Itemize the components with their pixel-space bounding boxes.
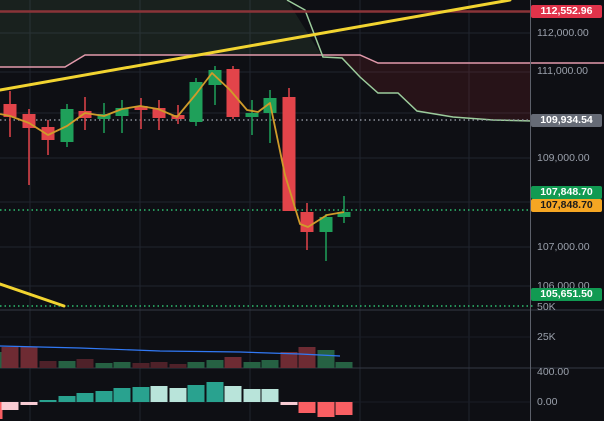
delta-bar (0, 402, 3, 419)
delta-bar (243, 389, 261, 402)
axis-label: 107,000.00 (537, 241, 590, 253)
volume-bar (1, 347, 19, 368)
yellow-trendline[interactable] (0, 0, 512, 92)
candle-body-up (189, 82, 203, 122)
delta-bar (187, 385, 205, 402)
volume-bar (169, 364, 187, 368)
delta-bar (132, 387, 150, 402)
level-badge-green: 105,651.50 (531, 288, 602, 301)
volume-bar (39, 361, 57, 368)
axis-label: 0.00 (537, 396, 558, 408)
volume-bar (298, 347, 316, 368)
delta-bar (298, 402, 316, 413)
volume-bar (187, 362, 205, 368)
candle-body-up (115, 108, 129, 116)
last-price-badge-green: 107,848.70 (531, 186, 602, 199)
candle-body-down (300, 212, 314, 232)
delta-bar (280, 402, 298, 405)
delta-bar (150, 386, 168, 402)
axis-label: 50K (537, 301, 556, 313)
volume-bar (132, 363, 150, 368)
candle-body-up (319, 217, 333, 232)
volume-bar (113, 362, 131, 368)
axis-label: 400.00 (537, 366, 570, 378)
cloud-green-fill (0, 0, 322, 67)
orange-ma-line (0, 72, 345, 228)
volume-bar (280, 352, 298, 368)
axis-label: 111,000.00 (537, 65, 588, 77)
cloud-green-line (286, 0, 534, 122)
delta-bar (58, 396, 76, 402)
volume-bar (243, 362, 261, 368)
delta-bar (39, 400, 57, 402)
candle-body-up (337, 212, 351, 217)
delta-bar (20, 402, 38, 405)
delta-bar (206, 382, 224, 402)
yellow-trendline[interactable] (0, 282, 66, 308)
volume-bar (58, 361, 76, 368)
price-axis[interactable]: 112,000.00 111,000.00 109,000.00 107,000.00… (530, 0, 604, 421)
volume-bar (206, 360, 224, 368)
volume-bar (20, 347, 38, 368)
axis-label: 112,000.00 (537, 27, 589, 39)
volume-bar (261, 360, 279, 368)
volume-bar (224, 357, 242, 368)
candle-body-down (41, 127, 55, 140)
candle-body-up (208, 70, 222, 85)
candle-body-up (245, 113, 259, 117)
delta-bar (1, 402, 19, 410)
candle-body-down (152, 108, 166, 118)
delta-bar (224, 386, 242, 402)
candle-body-down (134, 106, 148, 110)
delta-bar (261, 389, 279, 402)
volume-bar (76, 359, 94, 368)
delta-bar (113, 388, 131, 402)
volume-bar (150, 362, 168, 368)
alert-badge-orange: 107,848.70 (531, 199, 602, 212)
delta-bar (76, 393, 94, 402)
volume-bar (335, 362, 353, 368)
delta-bar (335, 402, 353, 415)
volume-bar (0, 352, 3, 368)
axis-label: 25K (537, 331, 556, 343)
volume-ma-line (0, 345, 341, 357)
volume-bar (317, 350, 335, 368)
volume-bar (95, 363, 113, 368)
delta-bar (317, 402, 335, 417)
axis-label: 109,000.00 (537, 152, 590, 164)
cloud-pink-line (0, 54, 604, 68)
candle-body-down (282, 97, 296, 211)
candle-body-down (78, 111, 92, 118)
delta-bar (169, 388, 187, 402)
level-badge-red: 112,552.96 (531, 5, 602, 18)
candle-body-down (3, 104, 17, 117)
cloud-red-fill (322, 55, 530, 121)
indicator-badge-gray: 109,934.54 (531, 114, 602, 127)
delta-bar (95, 391, 113, 402)
